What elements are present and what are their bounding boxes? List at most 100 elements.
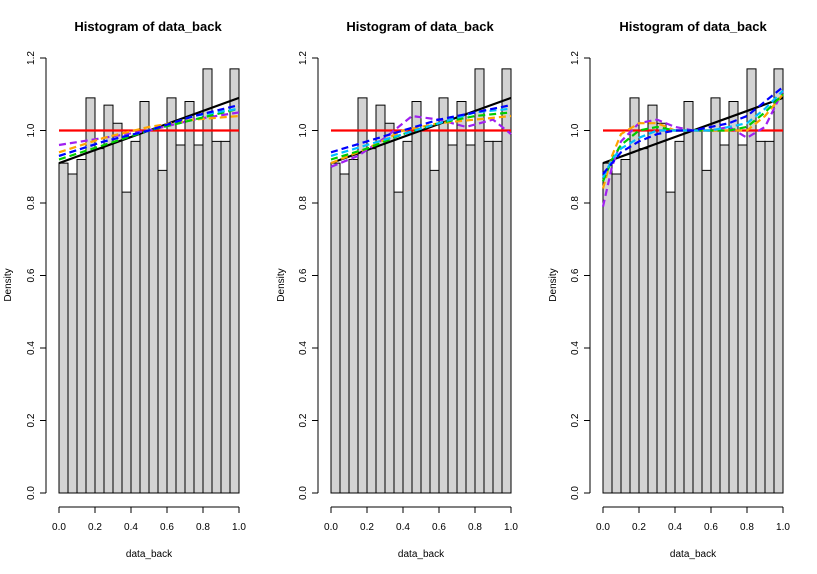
histogram-bar [220,140,231,494]
histogram-bar [629,97,640,494]
histogram-bar [710,97,721,494]
histogram-bar [76,159,87,494]
histogram-bar [411,101,422,494]
histogram-bar [402,140,413,494]
x-tick-label: 0.8 [740,522,754,533]
histogram-bar [357,97,368,494]
histogram-bar [202,68,213,494]
density-curve-5 [330,111,512,161]
histogram-bar [692,130,703,494]
x-tick-label: 0.6 [704,522,718,533]
histogram-bar [148,130,159,494]
histogram-bar [773,68,784,494]
y-tick-label: 1.0 [298,123,309,137]
y-tick-label: 0.4 [26,341,37,355]
histogram-bar [130,140,141,494]
y-tick-label: 0.0 [570,486,581,500]
histogram-bar [665,191,676,494]
x-tick-label: 0.6 [432,522,446,533]
x-axis-label: data_back [670,549,717,560]
histogram-bar [438,97,449,494]
histogram-bar [229,68,240,494]
x-tick-label: 1.0 [504,522,518,533]
y-tick-label: 0.2 [298,413,309,427]
y-tick-label: 0.6 [570,268,581,282]
histogram-bar [647,104,658,494]
chart-panel-3: Histogram of data_back 0.0 0.2 0.4 0.6 0.8 1.0… [548,19,790,560]
x-axis-label: data_back [398,549,445,560]
y-tick-label: 0.8 [570,196,581,210]
histogram-bar [339,173,350,494]
histogram-bar [465,144,476,494]
chart-title: Histogram of data_back [74,19,222,34]
histogram-bar [393,191,404,494]
y-tick-label: 0.8 [298,196,309,210]
histogram-bar [638,148,649,494]
chart-panel-1: Histogram of data_back 0.0 0.2 0.4 0.6 0.8 1.0… [3,19,246,560]
density-curve-7 [602,86,784,175]
y-tick-label: 0.2 [26,413,37,427]
histogram-bar [330,162,341,494]
histogram-bar [94,148,105,494]
histogram-bar [103,104,114,494]
x-axis-label: data_back [126,549,173,560]
y-axis-label: Density [548,268,559,301]
histogram-bar [701,169,712,494]
histogram-bar [447,144,458,494]
y-tick-label: 0.8 [26,196,37,210]
histogram-bar [602,162,613,494]
density-curve-4 [58,114,240,154]
x-tick-label: 0.4 [668,522,682,533]
y-tick-label: 0.6 [26,268,37,282]
histogram-bar [492,140,503,494]
histogram-bar [683,101,694,494]
x-tick-label: 1.0 [776,522,790,533]
y-tick-label: 0.2 [570,413,581,427]
histogram-bar [211,140,222,494]
y-tick-label: 0.0 [298,486,309,500]
y-tick-label: 0.4 [298,341,309,355]
histogram-bar [674,140,685,494]
histogram-bar [764,140,775,494]
x-tick-label: 0.2 [360,522,374,533]
histogram-bar [719,144,730,494]
histogram-bar [620,159,631,494]
y-tick-label: 1.0 [570,123,581,137]
histogram-bar [112,122,123,494]
x-tick-label: 0.4 [124,522,138,533]
histogram-bar [420,130,431,494]
density-curve-6 [602,89,784,179]
y-tick-label: 0.4 [570,341,581,355]
histogram-bar [611,173,622,494]
histogram-bar [656,122,667,494]
x-tick-label: 0.2 [632,522,646,533]
histogram-bar [483,140,494,494]
histogram-bar [474,68,485,494]
density-curve-7 [330,104,512,154]
y-axis-label: Density [3,268,14,301]
histogram-bar [501,68,512,494]
density-curve-7 [58,104,240,157]
x-tick-label: 0.0 [324,522,338,533]
histogram-bar [175,144,186,494]
x-tick-label: 0.4 [396,522,410,533]
histogram-bar [121,191,132,494]
histogram-bar [728,101,739,494]
histogram-bar [746,68,757,494]
x-tick-label: 0.2 [88,522,102,533]
histogram-bar [737,144,748,494]
histogram-bar [384,122,395,494]
y-tick-label: 1.0 [26,123,37,137]
histogram-bar [348,159,359,494]
density-curve-4 [330,114,512,165]
chart-title: Histogram of data_back [346,19,494,34]
histogram-bar [366,148,377,494]
density-curve-2 [330,96,512,165]
histogram-bar [193,144,204,494]
histogram-bar [157,169,168,494]
y-tick-label: 0.6 [298,268,309,282]
density-curve-5 [601,93,784,182]
x-tick-label: 0.0 [596,522,610,533]
x-tick-label: 0.6 [160,522,174,533]
y-tick-label: 0.0 [26,486,37,500]
